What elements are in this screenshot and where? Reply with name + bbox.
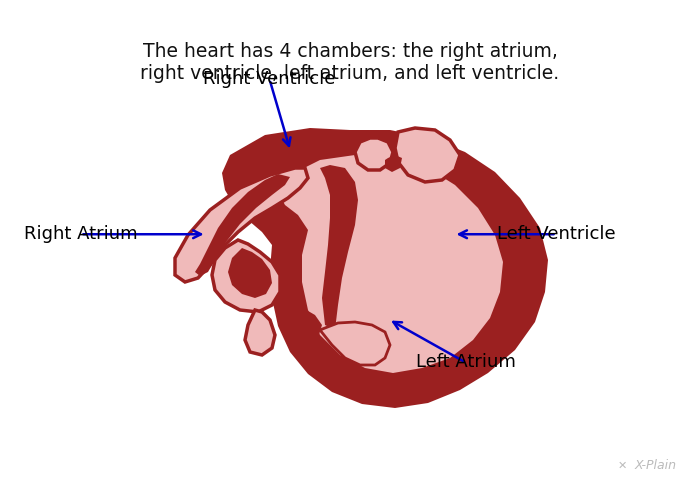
Text: Right Atrium: Right Atrium — [24, 225, 137, 243]
Polygon shape — [278, 155, 503, 373]
Text: Right Ventricle: Right Ventricle — [203, 70, 336, 88]
Polygon shape — [320, 322, 390, 365]
Text: Left Ventricle: Left Ventricle — [497, 225, 616, 243]
Polygon shape — [212, 240, 280, 312]
Polygon shape — [355, 138, 393, 170]
Polygon shape — [228, 248, 272, 298]
Text: The heart has 4 chambers: the right atrium,
right ventricle, left atrium, and le: The heart has 4 chambers: the right atri… — [141, 42, 559, 83]
Polygon shape — [385, 155, 402, 172]
Polygon shape — [272, 302, 322, 342]
Polygon shape — [195, 174, 290, 276]
Text: ✕: ✕ — [618, 461, 627, 470]
Polygon shape — [222, 128, 548, 408]
Text: Left Atrium: Left Atrium — [416, 353, 515, 372]
Polygon shape — [395, 128, 460, 182]
Polygon shape — [175, 168, 308, 282]
Polygon shape — [320, 165, 358, 330]
Polygon shape — [245, 310, 275, 355]
Text: X-Plain: X-Plain — [634, 459, 676, 472]
